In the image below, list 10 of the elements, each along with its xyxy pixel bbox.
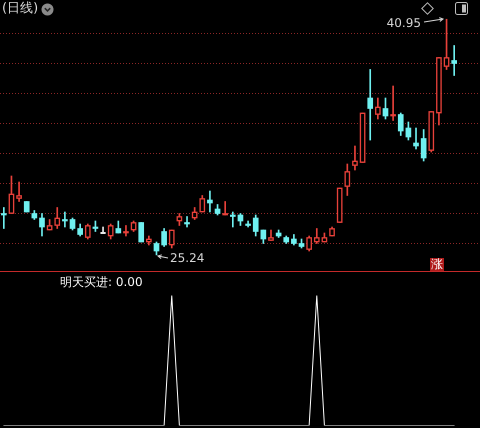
annotation: 涨 bbox=[430, 257, 444, 271]
candlestick bbox=[123, 225, 129, 236]
candlestick bbox=[352, 146, 358, 170]
candlestick bbox=[184, 216, 190, 228]
annotation: 25.24 bbox=[170, 251, 204, 265]
chart-title: (日线) bbox=[2, 1, 38, 17]
annotation: 40.95 bbox=[386, 16, 422, 30]
candlestick bbox=[413, 128, 419, 150]
candlestick bbox=[444, 18, 450, 70]
text: 明天买进: 0.00 bbox=[60, 275, 143, 290]
